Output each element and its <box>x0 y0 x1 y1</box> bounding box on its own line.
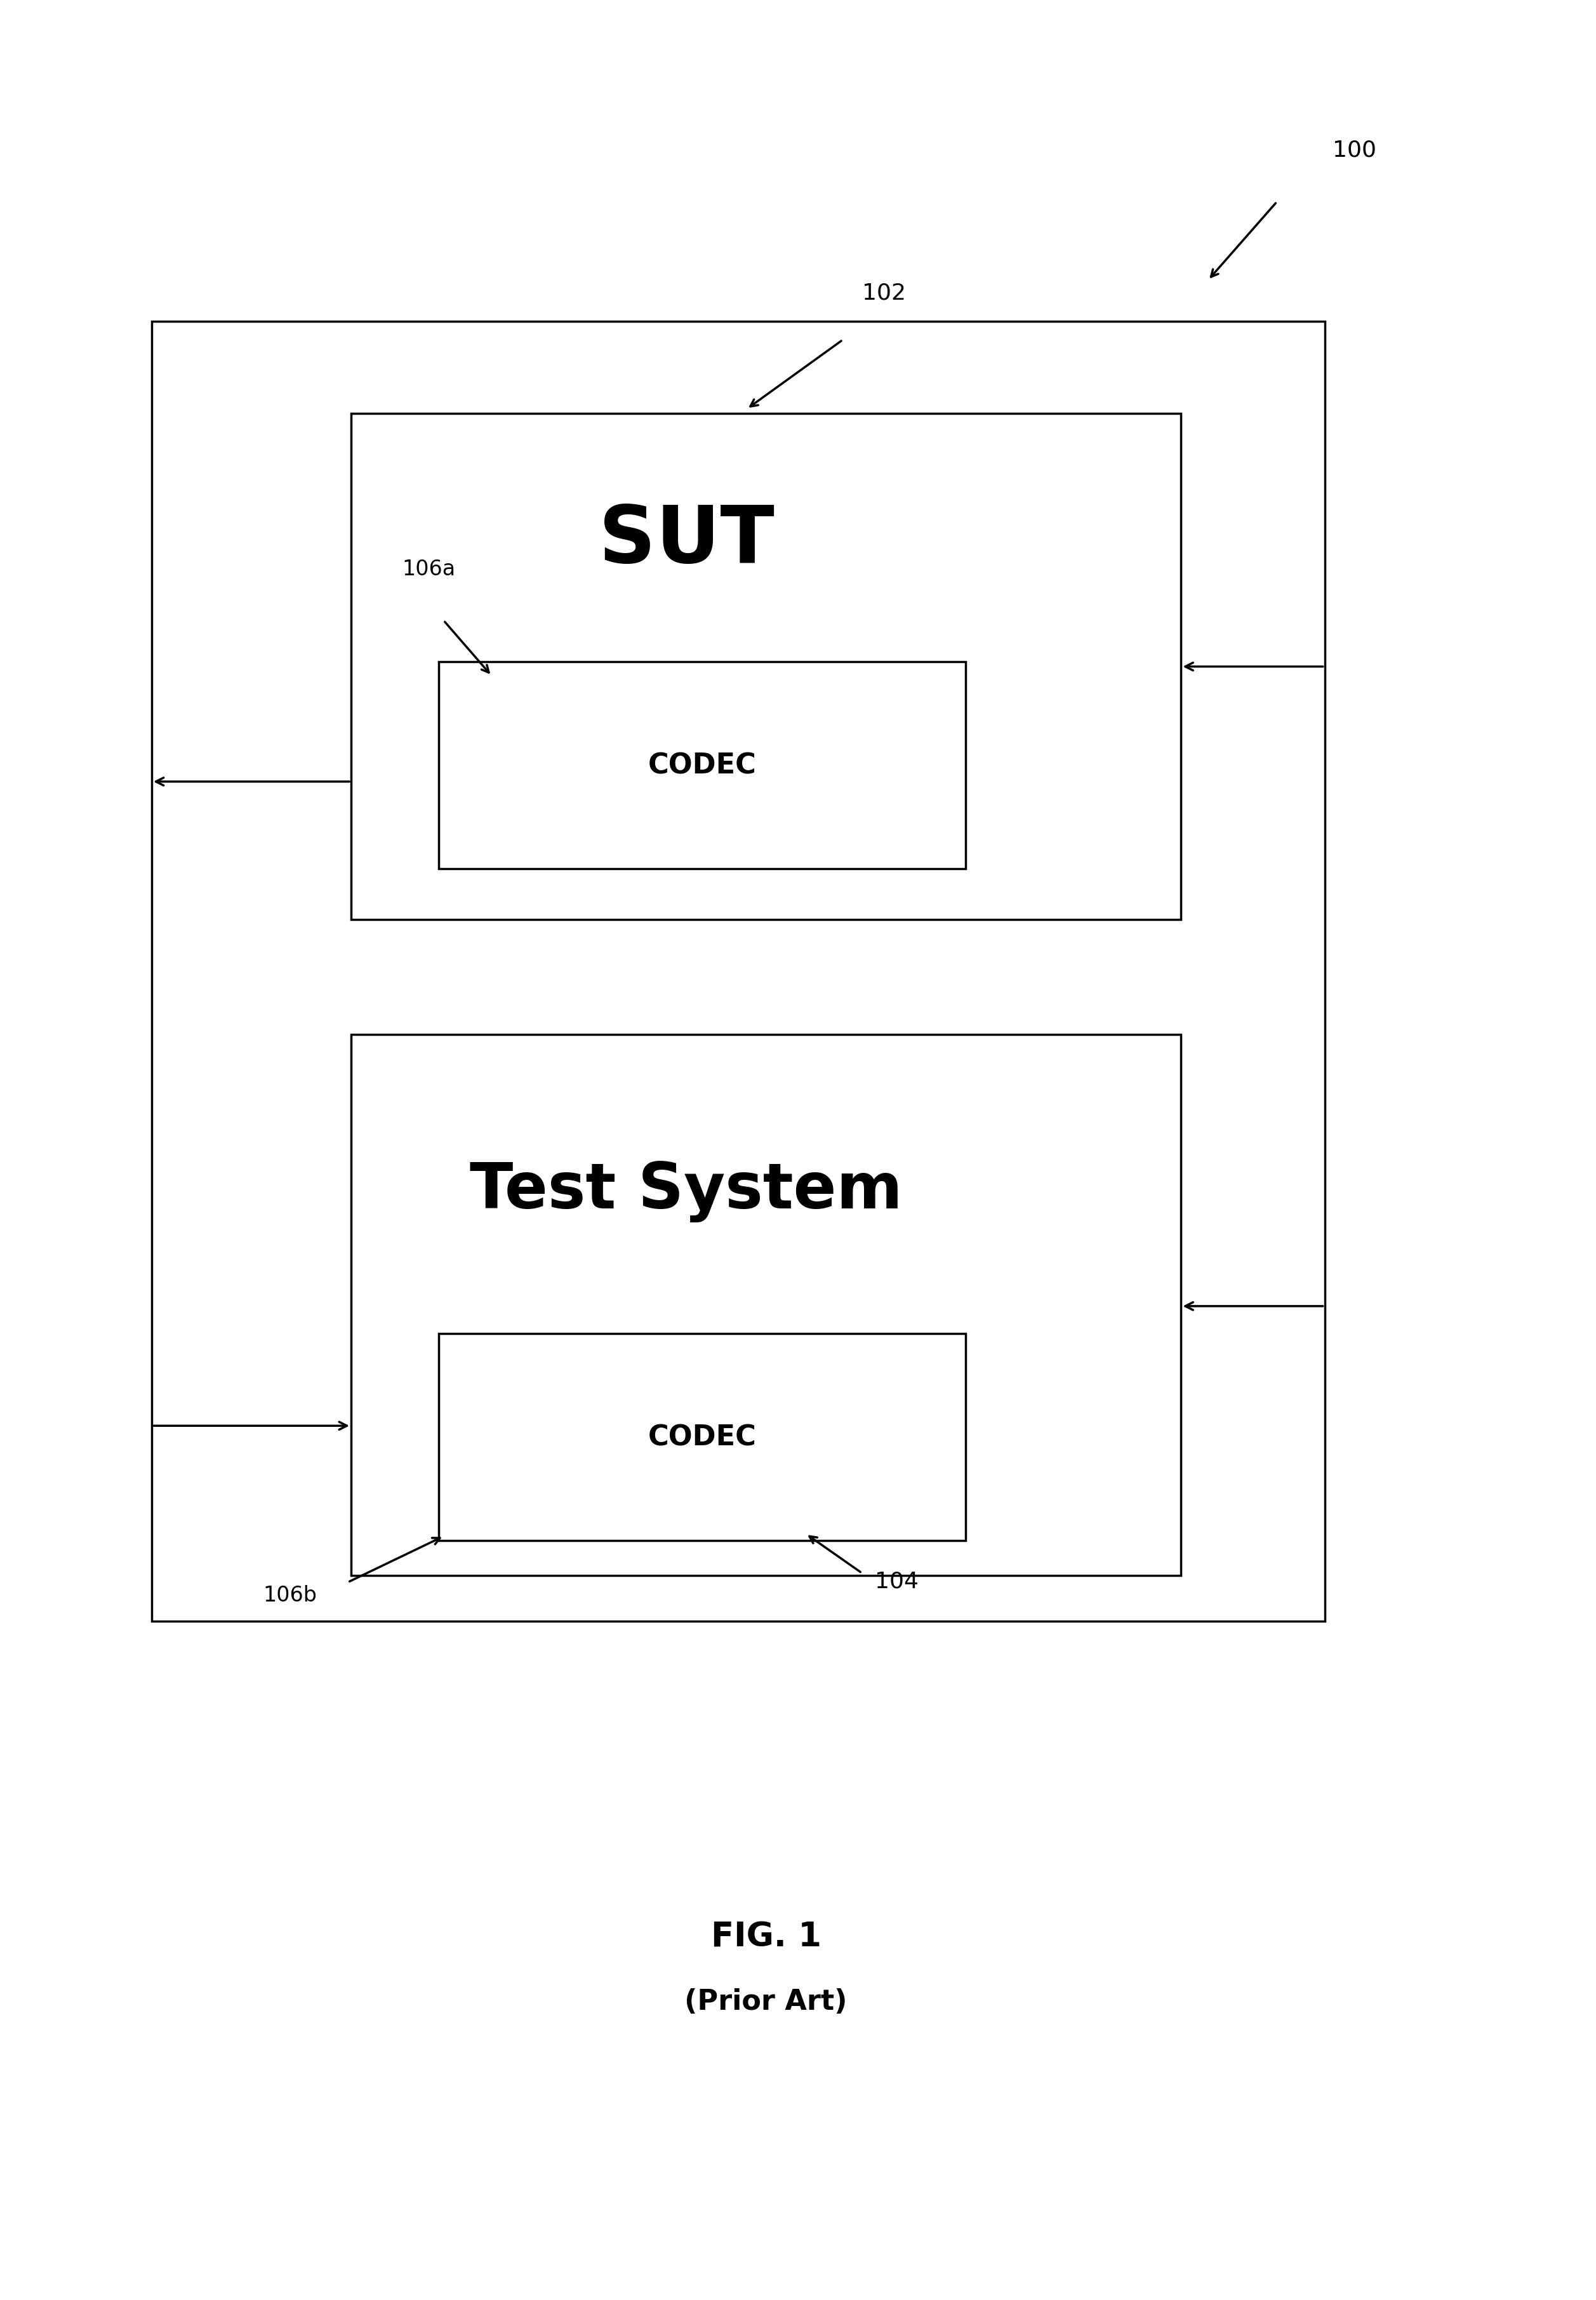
Text: (Prior Art): (Prior Art) <box>685 1987 847 2015</box>
Text: 104: 104 <box>875 1571 918 1592</box>
Text: 106b: 106b <box>263 1585 318 1605</box>
Text: CODEC: CODEC <box>648 1424 757 1451</box>
Text: 102: 102 <box>862 283 905 304</box>
Text: FIG. 1: FIG. 1 <box>710 1920 822 1953</box>
Text: 100: 100 <box>1333 140 1376 161</box>
Text: CODEC: CODEC <box>648 752 757 780</box>
Text: Test System: Test System <box>469 1162 903 1221</box>
FancyBboxPatch shape <box>351 1035 1181 1576</box>
Text: 106a: 106a <box>402 559 455 580</box>
FancyBboxPatch shape <box>439 1334 966 1541</box>
FancyBboxPatch shape <box>439 662 966 869</box>
FancyBboxPatch shape <box>152 322 1325 1621</box>
FancyBboxPatch shape <box>351 414 1181 920</box>
Text: SUT: SUT <box>598 501 774 580</box>
